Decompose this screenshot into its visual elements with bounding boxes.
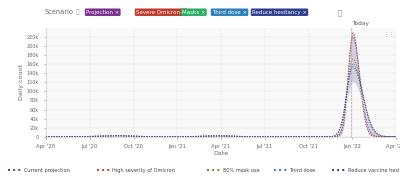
Text: Reduce hesitancy ×: Reduce hesitancy ×: [252, 10, 307, 15]
Text: Reduce vaccine hesitancy: Reduce vaccine hesitancy: [348, 168, 400, 173]
Text: Scenario: Scenario: [45, 9, 74, 15]
Text: Severe Omicron ×: Severe Omicron ×: [136, 10, 186, 15]
Text: Projection ×: Projection ×: [86, 10, 119, 15]
Text: Today: Today: [352, 21, 369, 26]
Text: ⋮⋮: ⋮⋮: [383, 31, 394, 36]
Text: Masks ×: Masks ×: [182, 10, 206, 15]
Text: ⓘ: ⓘ: [76, 9, 80, 15]
Text: Third dose ×: Third dose ×: [212, 10, 247, 15]
Y-axis label: Daily count: Daily count: [19, 64, 24, 100]
X-axis label: Date: Date: [214, 151, 228, 156]
Text: 80% mask use: 80% mask use: [223, 168, 260, 173]
Text: Third dose: Third dose: [289, 168, 316, 173]
Text: Current projection: Current projection: [24, 168, 70, 173]
Text: ⌵: ⌵: [338, 9, 342, 16]
Text: High severity of Omicron: High severity of Omicron: [112, 168, 175, 173]
